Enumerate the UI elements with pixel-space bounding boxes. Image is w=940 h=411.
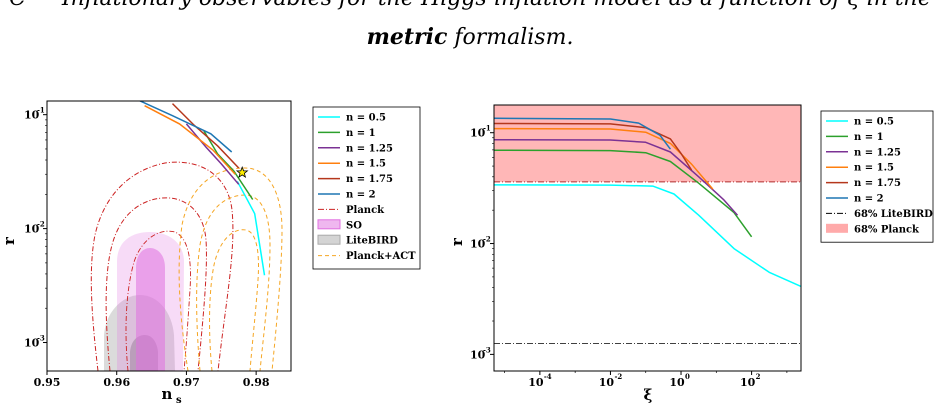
right-plot: 10 -4 10 -2 10 0 10 210-110-210-3 ξ r n = 0.5n … xyxy=(448,104,934,404)
left-ytick-label: 10 xyxy=(24,337,40,350)
right-ytick-label: 10 xyxy=(470,127,486,140)
planck-contour-mid xyxy=(125,230,191,371)
left-series-line-2 xyxy=(185,123,240,185)
right-xtick-exp: 0 xyxy=(685,372,690,381)
left-legend-label: Planck+ACT xyxy=(346,251,416,262)
right-legend-label: 68% LiteBIRD xyxy=(854,209,933,220)
left-legend-label: n = 1 xyxy=(346,128,376,139)
caption-bold-word: metric xyxy=(366,24,448,50)
left-legend-swatch xyxy=(317,234,341,245)
left-ytick-exp: -2 xyxy=(37,220,45,229)
left-legend-swatch xyxy=(317,219,341,230)
left-ytick-exp: -3 xyxy=(37,334,45,343)
left-legend: n = 0.5 n = 1 n = 1.25 n = 1.5 n = 1.75 n = 2… xyxy=(312,106,421,270)
left-series-line-0 xyxy=(236,180,266,276)
right-ytick-exp: -3 xyxy=(483,345,491,354)
planckact-contour-mid xyxy=(196,194,271,371)
left-xtick-label: 0.95 xyxy=(34,376,61,389)
left-legend-label: LiteBIRD xyxy=(346,236,398,247)
left-xlabel-text: n xyxy=(162,385,173,403)
left-xtick-label: 0.98 xyxy=(243,376,270,389)
caption-rest: formalism. xyxy=(447,25,574,50)
left-xlabel-sub: s xyxy=(176,395,182,406)
right-legend-label: n = 1.25 xyxy=(854,147,901,158)
left-legend-label: SO xyxy=(346,220,362,231)
right-ytick-label: 10 xyxy=(470,238,486,251)
left-xtick-label: 0.96 xyxy=(103,376,130,389)
caption-line-2: metric formalism. xyxy=(0,24,940,50)
right-legend-label: 68% Planck xyxy=(854,224,920,235)
left-ytick-label: 10 xyxy=(24,223,40,236)
right-ytick-label: 10 xyxy=(470,348,486,361)
left-xlabel: n s xyxy=(162,385,182,406)
left-legend-label: n = 2 xyxy=(346,190,376,201)
left-ylabel: r xyxy=(0,236,18,245)
star-marker xyxy=(235,165,249,179)
right-xlabel: ξ xyxy=(644,386,653,404)
right-xtick-exp: -4 xyxy=(544,372,552,381)
caption-line-1: C — Inflationary observables for the Hig… xyxy=(0,0,940,11)
left-plot-series xyxy=(138,101,266,276)
right-xtick-exp: 2 xyxy=(756,372,761,381)
right-ytick-exp: -2 xyxy=(483,235,491,244)
left-series-line-3 xyxy=(144,105,236,175)
right-legend-label: n = 1.5 xyxy=(854,163,894,174)
planck-contour-inner xyxy=(105,197,207,371)
right-series-line-3 xyxy=(494,127,714,190)
left-legend-label: n = 1.5 xyxy=(346,159,386,170)
left-legend-label: Planck xyxy=(346,205,385,216)
right-ytick-exp: -1 xyxy=(483,124,491,133)
right-plot-series xyxy=(494,117,801,288)
right-series-line-5 xyxy=(494,117,671,150)
right-plot-frame xyxy=(493,104,802,372)
right-legend-box xyxy=(820,110,934,243)
left-legend-label: n = 1.75 xyxy=(346,174,393,185)
right-xtick-label: 10 xyxy=(528,376,544,389)
left-xtick-label: 0.97 xyxy=(173,376,200,389)
left-series-line-5 xyxy=(138,101,233,153)
right-xtick-exp: -2 xyxy=(614,372,622,381)
right-xtick-label: 10 xyxy=(599,376,615,389)
right-plot-axes: 10 -4 10 -2 10 0 10 210-110-210-3 xyxy=(470,124,788,389)
planckact-contour-outer xyxy=(178,167,283,371)
left-legend-label: n = 1.25 xyxy=(346,143,393,154)
right-plot-regions xyxy=(494,105,801,345)
right-series-line-0 xyxy=(494,184,801,288)
right-legend-label: n = 1.75 xyxy=(854,178,901,189)
right-xtick-label: 10 xyxy=(669,376,685,389)
so-region-inner xyxy=(136,248,165,371)
right-series-line-1 xyxy=(494,149,753,238)
left-legend-label: n = 0.5 xyxy=(346,113,386,124)
left-plot-regions xyxy=(90,161,283,371)
planck-contour-outer xyxy=(90,161,234,371)
left-series-line-4 xyxy=(171,103,240,169)
left-ytick-exp: -1 xyxy=(37,106,45,115)
left-series-line-1 xyxy=(203,130,254,200)
left-ytick-label: 10 xyxy=(24,109,40,122)
right-series-line-2 xyxy=(494,138,739,216)
right-legend-label: n = 2 xyxy=(854,194,884,205)
right-legend-label: n = 0.5 xyxy=(854,117,894,128)
right-xtick-label: 10 xyxy=(740,376,756,389)
left-plot-marker xyxy=(235,165,249,179)
right-legend-swatch xyxy=(826,223,848,233)
right-legend-label: n = 1 xyxy=(854,132,884,143)
planckact-contour-inner xyxy=(209,229,259,371)
left-plot-frame xyxy=(46,100,292,372)
right-ylabel: r xyxy=(448,237,466,246)
right-legend: n = 0.5 n = 1 n = 1.25 n = 1.5 n = 1.75 n = 2… xyxy=(820,110,934,243)
